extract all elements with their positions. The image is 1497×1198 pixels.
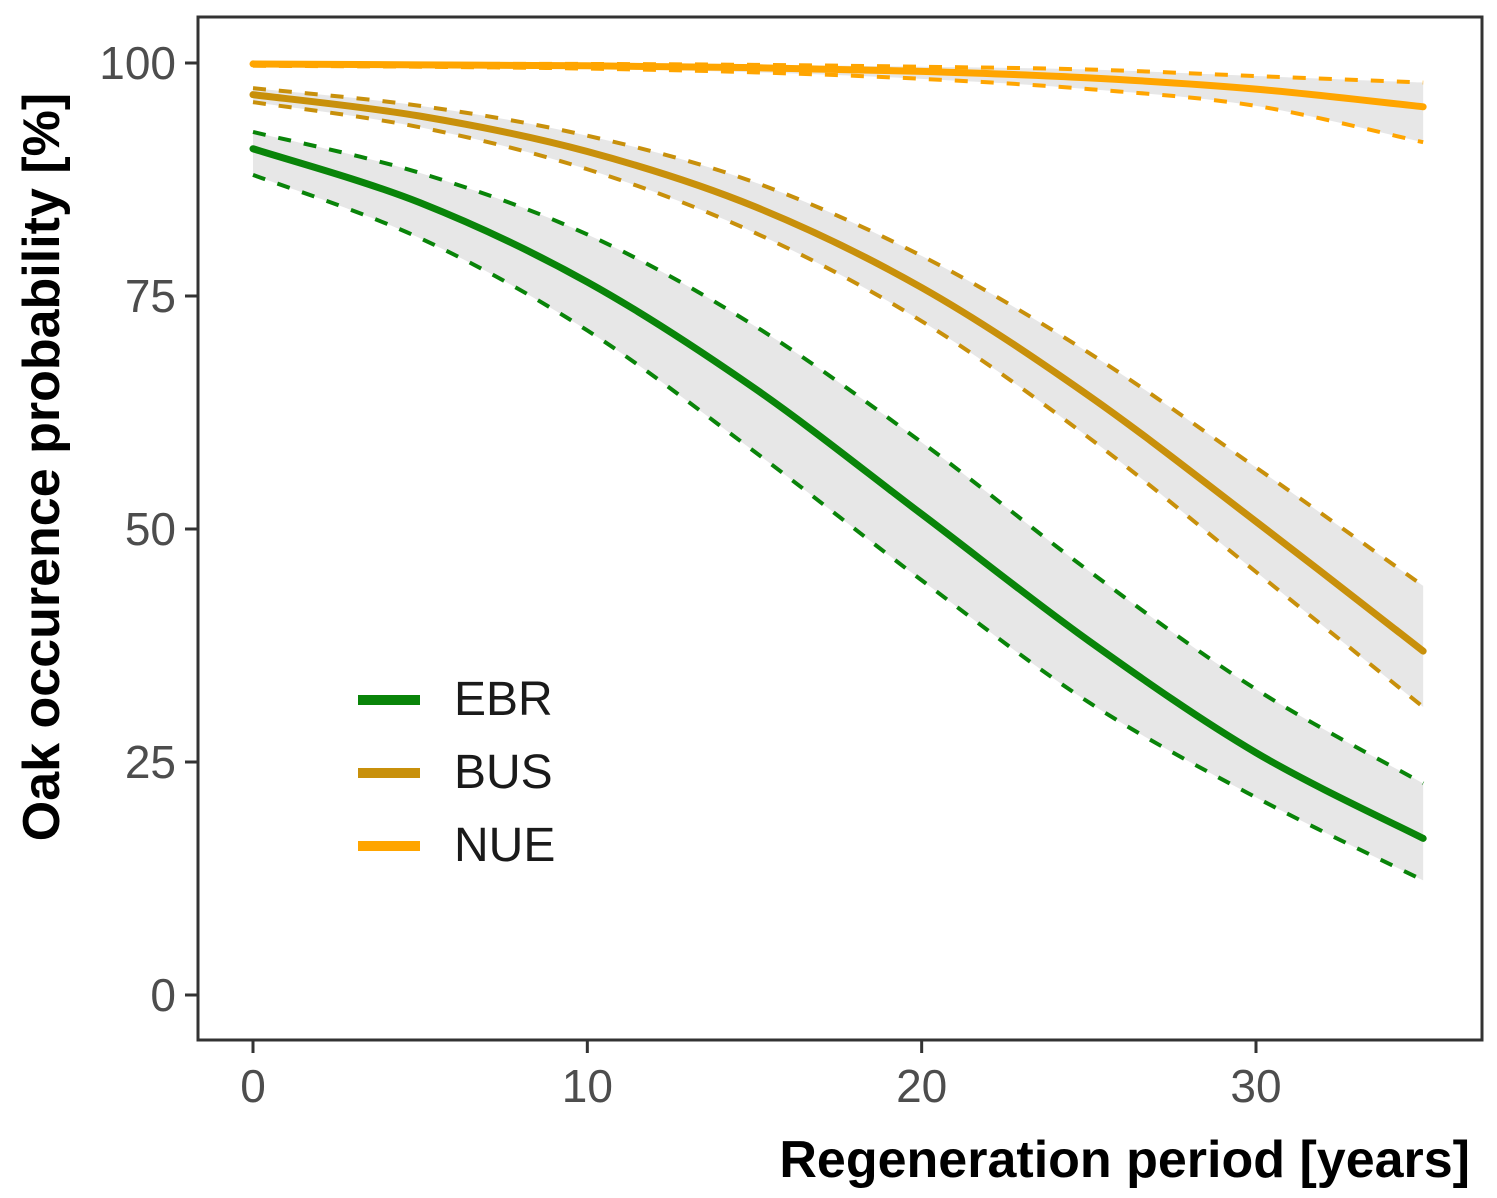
y-tick-label-0: 0 [150, 969, 176, 1021]
ebr-ci-lower-line [252, 172, 1425, 883]
y-axis-title: Oak occurence probability [%] [13, 92, 71, 842]
legend-swatch-ebr [358, 695, 420, 705]
x-axis-title: Regeneration period [years] [779, 1131, 1470, 1189]
legend-label-bus: BUS [454, 746, 553, 799]
ebr-mean-line [249, 145, 1427, 842]
x-tick-label-30: 30 [1230, 1060, 1281, 1112]
y-tick-label-75: 75 [125, 270, 176, 322]
legend-label-ebr: EBR [454, 673, 553, 726]
x-tick-label-10: 10 [562, 1060, 613, 1112]
legend-swatch-bus [358, 768, 420, 778]
x-tick-label-20: 20 [896, 1060, 947, 1112]
y-tick-label-50: 50 [125, 503, 176, 555]
ebr-confidence-band [253, 131, 1424, 881]
bus-mean-line [249, 91, 1427, 655]
x-tick-label-0: 0 [240, 1060, 266, 1112]
y-tick-label-25: 25 [125, 736, 176, 788]
legend-label-nue: NUE [454, 819, 556, 872]
nue-mean-line [249, 60, 1427, 111]
legend-entry-ebr: EBR [358, 676, 553, 724]
legend-entry-bus: BUS [358, 749, 553, 797]
legend-swatch-nue [358, 841, 420, 851]
y-tick-label-100: 100 [99, 37, 176, 89]
bus-ci-lower-line [252, 100, 1425, 709]
ebr-ci-upper-line [252, 130, 1425, 786]
legend-entry-nue: NUE [358, 822, 555, 870]
